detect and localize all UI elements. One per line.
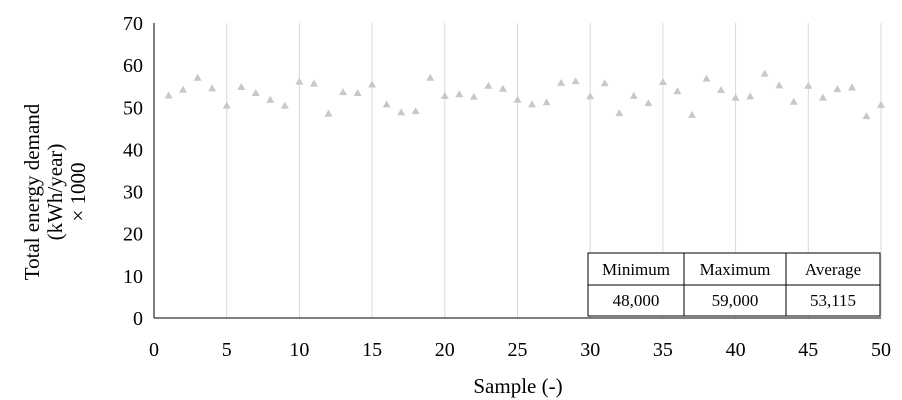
x-tick-label: 5: [222, 339, 232, 361]
data-point: [382, 100, 391, 108]
summary-header-maximum: Maximum: [700, 260, 771, 279]
data-point: [775, 81, 784, 89]
data-point: [717, 86, 726, 94]
data-point: [164, 91, 173, 99]
data-points: [164, 69, 885, 120]
data-point: [615, 109, 624, 117]
data-point: [368, 80, 377, 88]
summary-header-average: Average: [805, 260, 861, 279]
x-axis-title: Sample (-): [473, 374, 562, 398]
data-point: [309, 79, 318, 87]
data-point: [702, 74, 711, 82]
y-tick-label: 40: [123, 139, 143, 161]
axes: [153, 23, 881, 319]
data-point: [484, 81, 493, 89]
y-tick-label: 60: [123, 55, 143, 77]
data-point: [673, 87, 682, 95]
summary-table: Minimum Maximum Average 48,000 59,000 53…: [587, 252, 881, 317]
x-tick-label: 10: [289, 339, 309, 361]
data-point: [280, 101, 289, 109]
data-point: [586, 92, 595, 100]
data-point: [193, 73, 202, 81]
data-point: [600, 79, 609, 87]
data-point: [833, 85, 842, 93]
y-axis-title-line-2: (kWh/year): [43, 144, 67, 241]
y-tick-label: 10: [123, 266, 143, 288]
x-tick-label: 15: [362, 339, 382, 361]
y-tick-label: 30: [123, 182, 143, 204]
x-tick-label: 50: [871, 339, 891, 361]
data-point: [208, 84, 217, 92]
data-point: [542, 98, 551, 106]
data-point: [440, 91, 449, 99]
gridlines: [226, 23, 882, 318]
data-point: [339, 88, 348, 96]
data-point: [862, 112, 871, 120]
data-point: [731, 93, 740, 101]
data-point: [528, 100, 537, 108]
x-tick-label: 0: [149, 339, 159, 361]
data-point: [658, 78, 667, 85]
data-point: [687, 110, 696, 118]
x-tick-labels: 0 5 10 15 20 25 30 35 40 45 50: [149, 339, 891, 361]
data-point: [629, 91, 638, 99]
data-point: [324, 109, 333, 117]
data-point: [397, 108, 406, 116]
data-point: [877, 100, 885, 108]
summary-value-average: 53,115: [810, 291, 856, 310]
y-tick-labels: 0 10 20 30 40 50 60 70: [123, 13, 143, 330]
x-tick-label: 30: [580, 339, 600, 361]
y-tick-label: 50: [123, 97, 143, 119]
data-point: [353, 88, 362, 96]
data-point: [266, 95, 275, 103]
summary-header-minimum: Minimum: [602, 260, 670, 279]
summary-value-minimum: 48,000: [613, 291, 660, 310]
data-point: [469, 92, 478, 100]
data-point: [847, 83, 856, 91]
x-tick-label: 40: [726, 339, 746, 361]
data-point: [179, 85, 188, 93]
x-tick-label: 35: [653, 339, 673, 361]
x-tick-label: 25: [508, 339, 528, 361]
data-point: [557, 78, 566, 86]
data-point: [455, 90, 464, 98]
data-point: [426, 73, 435, 81]
x-tick-label: 45: [798, 339, 818, 361]
data-point: [804, 81, 813, 89]
data-point: [251, 88, 260, 96]
data-point: [222, 101, 231, 109]
x-tick-label: 20: [435, 339, 455, 361]
data-point: [237, 83, 246, 91]
data-point: [411, 107, 420, 115]
y-tick-label: 20: [123, 224, 143, 246]
data-point: [746, 92, 755, 100]
data-point: [760, 69, 769, 77]
y-tick-label: 70: [123, 13, 143, 35]
data-point: [571, 77, 580, 85]
data-point: [818, 93, 827, 101]
data-point: [498, 84, 507, 92]
data-point: [295, 77, 304, 85]
data-point: [513, 95, 522, 103]
y-axis-title: Total energy demand (kWh/year) × 1000: [20, 103, 90, 280]
y-axis-title-line-1: Total energy demand: [20, 103, 44, 280]
y-axis-title-line-3: × 1000: [66, 162, 90, 221]
summary-value-maximum: 59,000: [712, 291, 759, 310]
data-point: [644, 99, 653, 107]
y-tick-label: 0: [133, 308, 143, 330]
data-point: [789, 97, 798, 105]
